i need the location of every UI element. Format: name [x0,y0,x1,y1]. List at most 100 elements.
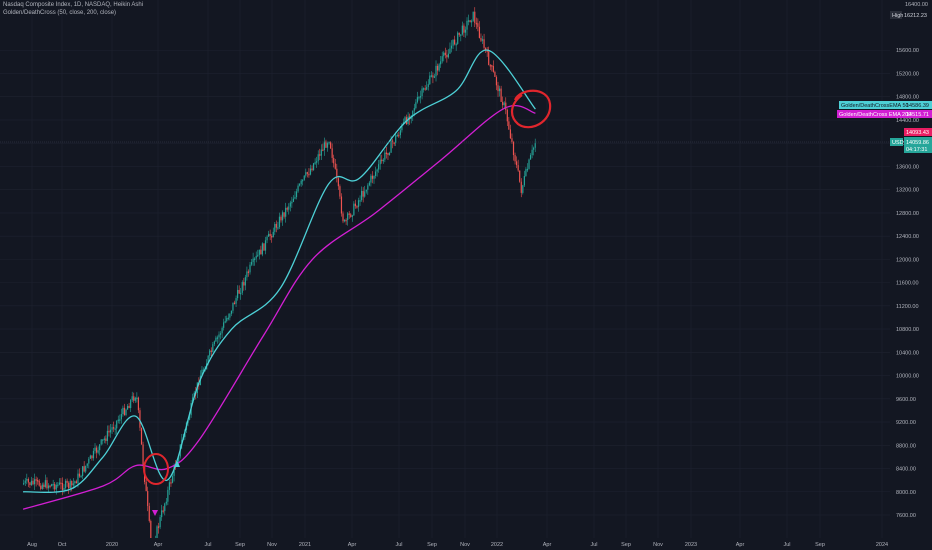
candle-body [379,159,381,165]
candle-body [447,53,450,58]
last-price-countdown: 04:17:31 [906,147,927,153]
time-tick-label: 2020 [106,542,118,548]
candle-body [229,313,231,318]
candle-body [249,264,251,273]
candle-body [295,191,298,198]
candle-body [165,501,167,504]
candle-body [233,302,236,305]
candle-body [466,20,468,30]
candle-body [232,302,234,311]
price-scale-top-label: 16400.00 [905,2,928,8]
candle-body [356,206,358,208]
candle-body [240,292,242,295]
price-tick-label: 8000.00 [896,490,916,496]
candle-body [474,11,476,23]
candle-body [237,289,239,299]
candle-body [241,282,243,293]
candle-body [285,207,287,217]
time-tick-label: Oct [58,542,67,548]
candle-body [418,97,420,99]
candle-body [351,215,353,217]
candle-body [430,75,432,77]
candle-body [64,480,67,488]
price-tick-label: 10000.00 [896,374,919,380]
candle-body [91,455,93,459]
candle-body [120,414,122,420]
candle-body [333,157,335,164]
high-value: 16212.23 [904,13,927,19]
candle-body [159,517,161,528]
candle-body [57,484,59,487]
candle-body [244,277,246,286]
candle-body [247,271,250,273]
candle-body [255,255,257,259]
currency-tag-label: USD [892,140,904,146]
candle-body [223,322,225,328]
candle-body [421,88,423,97]
candle-body [111,427,113,430]
time-tick-label: Sep [235,542,245,548]
candle-body [396,134,398,137]
candle-body [297,185,299,192]
candle-body [218,334,220,338]
candle-body [88,458,90,464]
candle-body [359,200,361,202]
candle-body [424,88,426,90]
candle-body [74,481,76,484]
candle-body [261,243,264,255]
candle-body [178,456,180,462]
candle-body [342,213,344,222]
candle-body [82,466,84,476]
candle-body [147,491,149,507]
candle-body [227,317,229,320]
grid-lines [0,0,890,538]
price-tick-label: 12000.00 [896,257,919,263]
candle-body [44,480,47,487]
candle-body [347,213,349,220]
candle-body [340,196,343,214]
candle-body [162,510,164,512]
candle-body [511,138,513,143]
price-tick-label: 14400.00 [896,118,919,124]
candle-body [469,20,471,23]
candle-body [399,130,401,136]
candle-body [370,175,372,183]
candle-body [209,350,211,356]
chart-title: Nasdaq Composite Index, 1D, NASDAQ, Heik… [3,2,144,8]
candle-body [302,179,304,182]
candle-body [49,485,51,488]
candle-body [393,142,395,145]
candle-body [488,51,490,65]
currency-tag [890,138,903,146]
candle-body [436,65,439,71]
price-scale[interactable]: 16400.00 15600.00 15200.00 14800.00 14400.0… [890,0,932,550]
candle-body [485,47,487,51]
candle-body [520,181,522,193]
candle-body [71,480,73,486]
candle-body [497,85,499,92]
candle-body [221,327,223,334]
candle-body [461,25,463,35]
last-price-value: 14059.86 [906,140,929,146]
candle-body [483,39,485,48]
time-axis[interactable]: Aug Oct 2020 Apr Jul Sep Nov 2021 Apr Jul Sep Nov 20… [0,538,890,550]
candle-body [130,400,132,408]
ema-fast-tag-label: Golden/DeathCrossEMA 50 [841,103,909,109]
time-tick-label: Aug [27,542,37,548]
time-tick-label: 2023 [685,542,697,548]
candle-body [475,22,477,25]
candle-body [46,480,48,489]
candle-body [337,178,339,187]
candle-body [505,102,507,110]
candle-body [361,190,363,201]
candle-body [309,168,312,175]
ema-slow-tag-value: 14515.71 [906,112,929,118]
candle-body [503,102,505,106]
candle-body [374,171,377,176]
candle-body [328,141,330,144]
candle-body [126,405,129,410]
candle-body [435,65,437,77]
candle-body [161,510,163,518]
candle-body [477,23,479,27]
